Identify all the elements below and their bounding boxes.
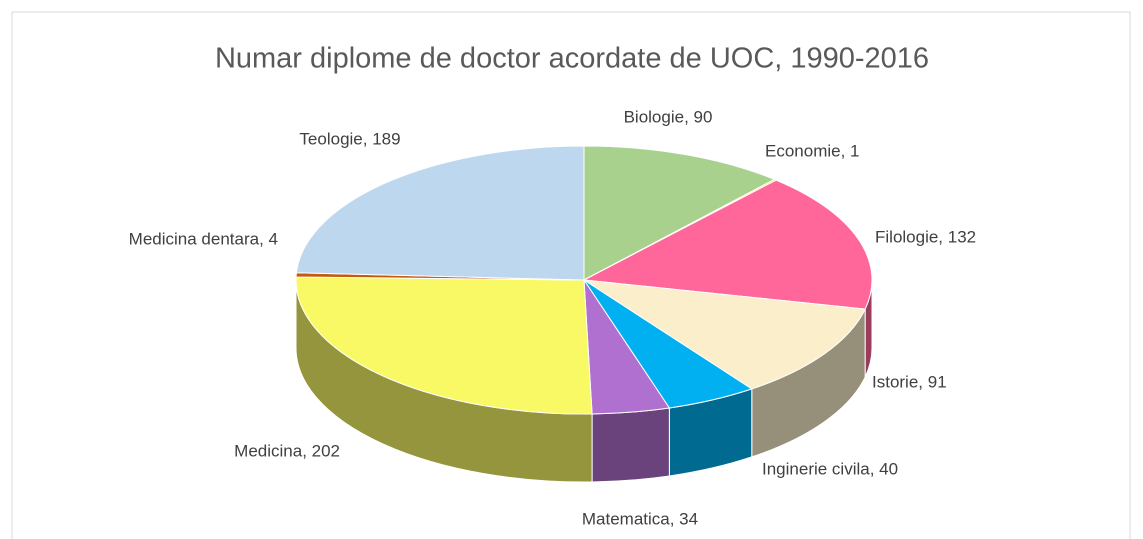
data-label: Istorie, 91 — [872, 372, 947, 391]
pie-side — [591, 407, 670, 483]
pie-slice — [295, 145, 585, 281]
pie-slice — [582, 179, 873, 310]
data-label: Medicina dentara, 4 — [129, 229, 278, 248]
data-label: Inginerie civila, 40 — [762, 459, 898, 478]
data-label: Matematica, 34 — [582, 509, 698, 528]
data-label: Medicina, 202 — [234, 441, 340, 460]
chart-title: Numar diplome de doctor acordate de UOC,… — [215, 43, 929, 75]
chart-frame — [11, 11, 1131, 539]
data-label: Biologie, 90 — [624, 107, 713, 126]
data-label: Teologie, 189 — [299, 129, 400, 148]
data-label: Economie, 1 — [765, 141, 860, 160]
pie-slice — [295, 276, 593, 415]
data-label: Filologie, 132 — [875, 227, 976, 246]
pie-slice — [583, 279, 866, 390]
pie-slice — [583, 145, 776, 281]
